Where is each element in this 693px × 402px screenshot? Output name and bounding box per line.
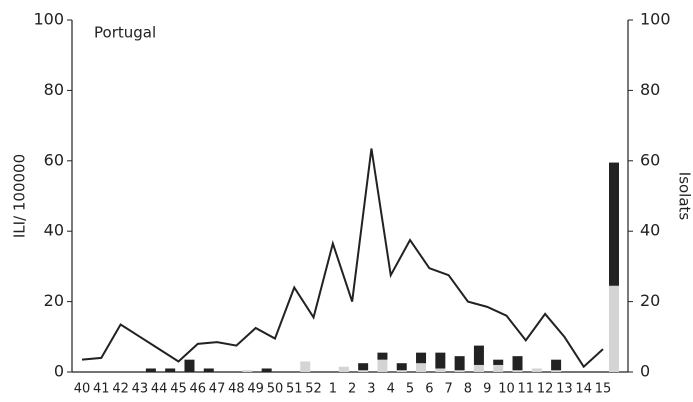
x-tick-label: 51 bbox=[286, 382, 303, 397]
x-tick-label: 45 bbox=[170, 382, 187, 397]
bar bbox=[435, 352, 446, 369]
x-tick-label: 12 bbox=[537, 382, 554, 397]
x-tick-label: 43 bbox=[132, 382, 149, 397]
bar bbox=[493, 364, 504, 372]
x-tick-label: 15 bbox=[595, 382, 612, 397]
bar bbox=[609, 162, 619, 286]
x-tick-label: 6 bbox=[425, 382, 433, 397]
bar bbox=[145, 368, 156, 372]
bar bbox=[358, 370, 369, 372]
bar bbox=[609, 285, 619, 372]
x-tick-label: 47 bbox=[209, 382, 226, 397]
y2-axis-label: Isolats bbox=[676, 172, 693, 221]
y2-tick-label: 0 bbox=[640, 362, 650, 381]
bar bbox=[184, 359, 195, 372]
bar bbox=[416, 352, 427, 364]
bar bbox=[454, 370, 465, 372]
x-tick-label: 14 bbox=[575, 382, 592, 397]
x-tick-label: 7 bbox=[444, 382, 452, 397]
y2-tick-label: 100 bbox=[640, 10, 671, 29]
y2-tick-label: 80 bbox=[640, 80, 660, 99]
bar bbox=[377, 359, 388, 372]
bar bbox=[512, 370, 523, 372]
bar bbox=[203, 368, 214, 372]
bar bbox=[473, 345, 484, 365]
bar bbox=[435, 368, 446, 372]
bar bbox=[493, 359, 504, 365]
x-tick-label: 9 bbox=[483, 382, 491, 397]
bar bbox=[416, 363, 427, 372]
bar bbox=[531, 368, 542, 372]
bar bbox=[473, 364, 484, 372]
x-tick-label: 49 bbox=[247, 382, 264, 397]
bar bbox=[551, 359, 562, 371]
bar bbox=[454, 356, 465, 371]
bar bbox=[396, 370, 407, 372]
y-tick-label: 20 bbox=[44, 291, 64, 310]
bar bbox=[338, 366, 349, 372]
bar bbox=[261, 368, 272, 372]
x-tick-label: 44 bbox=[151, 382, 168, 397]
y2-tick-label: 40 bbox=[640, 221, 660, 240]
x-tick-label: 3 bbox=[367, 382, 375, 397]
x-tick-label: 5 bbox=[406, 382, 414, 397]
x-tick-label: 42 bbox=[112, 382, 129, 397]
x-tick-label: 52 bbox=[305, 382, 322, 397]
bar bbox=[551, 370, 562, 372]
x-tick-label: 50 bbox=[267, 382, 284, 397]
bar bbox=[242, 370, 253, 372]
x-tick-label: 40 bbox=[74, 382, 91, 397]
bar bbox=[512, 356, 523, 371]
bar bbox=[165, 368, 176, 372]
x-tick-label: 41 bbox=[93, 382, 110, 397]
bar bbox=[396, 363, 407, 371]
x-tick-label: 48 bbox=[228, 382, 245, 397]
y-tick-label: 0 bbox=[54, 362, 64, 381]
x-tick-label: 1 bbox=[329, 382, 337, 397]
bar bbox=[300, 361, 311, 372]
x-tick-label: 8 bbox=[464, 382, 472, 397]
bar bbox=[377, 352, 388, 360]
x-tick-label: 10 bbox=[498, 382, 515, 397]
x-tick-label: 46 bbox=[190, 382, 207, 397]
x-tick-label: 13 bbox=[556, 382, 573, 397]
bar bbox=[358, 363, 369, 371]
y-tick-label: 100 bbox=[33, 10, 64, 29]
chart-title: Portugal bbox=[94, 24, 156, 42]
y2-tick-label: 60 bbox=[640, 150, 660, 169]
x-tick-label: 4 bbox=[387, 382, 395, 397]
x-tick-label: 2 bbox=[348, 382, 356, 397]
y-tick-label: 40 bbox=[44, 221, 64, 240]
y-tick-label: 60 bbox=[44, 150, 64, 169]
x-tick-label: 11 bbox=[518, 382, 535, 397]
y-tick-label: 80 bbox=[44, 80, 64, 99]
y2-tick-label: 20 bbox=[640, 291, 660, 310]
y-axis-label: ILI/ 100000 bbox=[11, 154, 29, 238]
line bbox=[81, 148, 604, 369]
